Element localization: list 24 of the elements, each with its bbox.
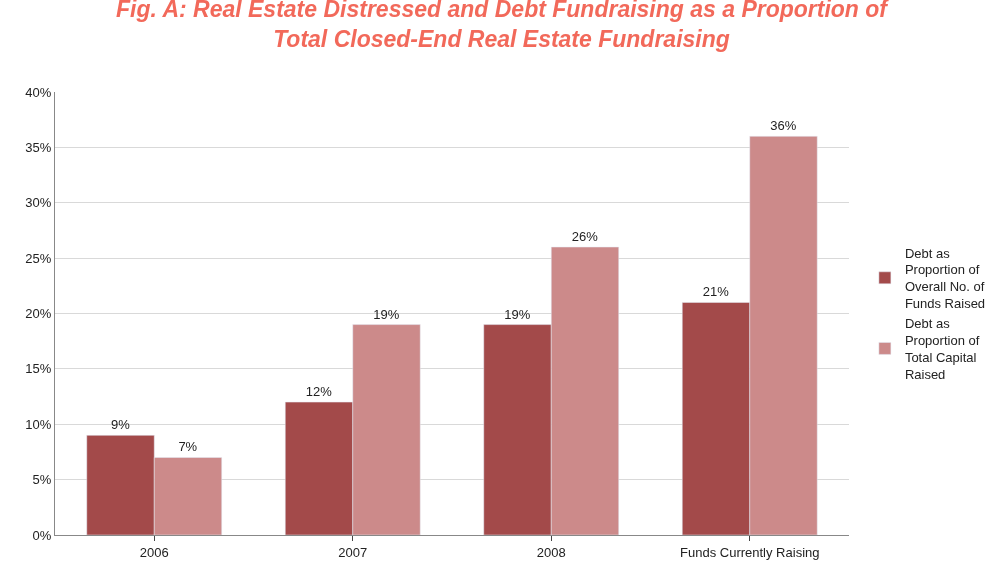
data-label: 9% [110,417,131,433]
legend-label: Debt as Proportion of Overall No. of Funds Raised [904,245,986,312]
y-tick-label: 35% [25,139,52,155]
data-label: 36% [770,118,797,134]
chart-title: Fig. A: Real Estate Distressed and Debt Fundraising as a Proportion of Total Closed-End Real Estate Fundraising [115,0,890,53]
data-label: 19% [373,306,400,322]
data-label: 7% [178,439,198,455]
x-tick-label: 2006 [139,544,169,560]
y-tick-label: 25% [25,250,52,266]
y-tick-label: 10% [25,416,52,432]
x-tick-label: 2007 [338,544,368,560]
legend-label: Debt as Proportion of Total Capital Raised [904,316,980,382]
y-tick-label: 15% [25,361,52,377]
data-label: 12% [305,384,333,400]
y-tick-label: 0% [32,527,52,543]
y-tick-label: 5% [32,472,52,488]
data-label: 26% [571,229,599,245]
data-label: 19% [504,306,531,322]
y-tick-label: 20% [25,306,52,322]
y-tick-label: 30% [25,195,52,211]
data-label: 21% [702,284,730,300]
x-tick-label: Funds Currently Raising [680,544,820,560]
x-tick-label: 2008 [536,544,566,560]
y-tick-label: 40% [25,84,52,100]
